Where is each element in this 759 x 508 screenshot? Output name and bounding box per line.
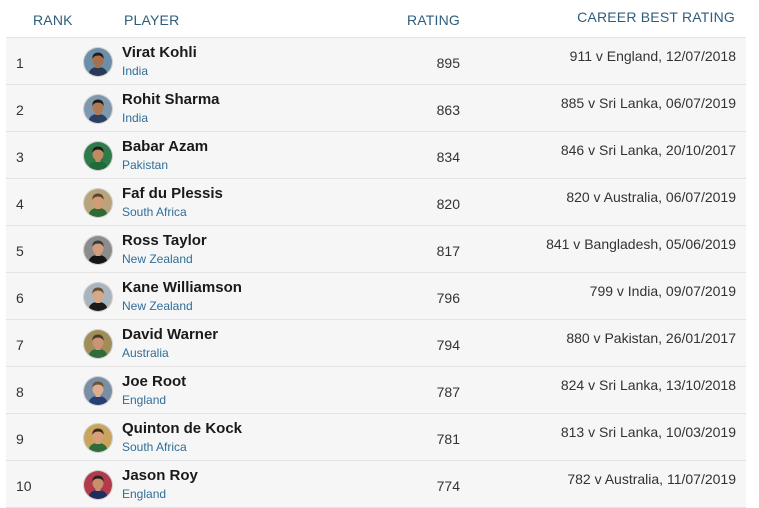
table-header: RANK PLAYER RATING CAREER BEST RATING — [0, 0, 759, 37]
career-best-rating: 846 v Sri Lanka, 20/10/2017 — [560, 142, 736, 158]
player-avatar[interactable] — [83, 329, 113, 359]
table-row[interactable]: 1 Virat Kohli India 895 911 v England, 12/07… — [6, 37, 746, 84]
table-row[interactable]: 7 David Warner Australia 794 880 v Pakistan,… — [6, 319, 746, 366]
player-rating: 895 — [436, 55, 460, 71]
rank-number: 1 — [16, 55, 24, 71]
player-rating: 817 — [436, 243, 460, 259]
player-name[interactable]: Quinton de Kock — [122, 420, 242, 437]
player-country[interactable]: New Zealand — [122, 252, 193, 266]
rank-number: 8 — [16, 384, 24, 400]
header-rank[interactable]: RANK — [33, 12, 73, 28]
table-row[interactable]: 10 Jason Roy England 774 782 v Australia, 11… — [6, 460, 746, 508]
rank-number: 10 — [16, 478, 32, 494]
player-avatar[interactable] — [83, 470, 113, 500]
player-avatar[interactable] — [83, 235, 113, 265]
player-rating: 781 — [436, 431, 460, 447]
player-avatar[interactable] — [83, 376, 113, 406]
career-best-rating: 841 v Bangladesh, 05/06/2019 — [546, 236, 736, 252]
rank-number: 7 — [16, 337, 24, 353]
player-name[interactable]: Virat Kohli — [122, 44, 197, 61]
player-name[interactable]: Joe Root — [122, 373, 187, 390]
player-name[interactable]: Jason Roy — [122, 467, 198, 484]
career-best-rating: 911 v England, 12/07/2018 — [569, 48, 736, 64]
player-rating: 796 — [436, 290, 460, 306]
rank-number: 4 — [16, 196, 24, 212]
player-name[interactable]: Rohit Sharma — [122, 91, 220, 108]
player-country[interactable]: Pakistan — [122, 158, 169, 172]
player-rating: 863 — [436, 102, 460, 118]
player-name[interactable]: Babar Azam — [122, 138, 209, 155]
rank-number: 3 — [16, 149, 24, 165]
player-country[interactable]: England — [122, 487, 167, 501]
table-row[interactable]: 3 Babar Azam Pakistan 834 846 v Sri Lanka, 2… — [6, 131, 746, 178]
career-best-rating: 880 v Pakistan, 26/01/2017 — [566, 330, 736, 346]
player-name[interactable]: David Warner — [122, 326, 219, 343]
player-avatar[interactable] — [83, 141, 113, 171]
player-avatar[interactable] — [83, 94, 113, 124]
career-best-rating: 885 v Sri Lanka, 06/07/2019 — [560, 95, 736, 111]
career-best-rating: 799 v India, 09/07/2019 — [589, 283, 736, 299]
header-rating[interactable]: RATING — [406, 12, 460, 28]
header-career-best-rating[interactable]: CAREER BEST RATING — [577, 9, 735, 25]
player-avatar[interactable] — [83, 188, 113, 218]
table-row[interactable]: 6 Kane Williamson New Zealand 796 799 v Indi… — [6, 272, 746, 319]
player-rating: 834 — [436, 149, 460, 165]
career-best-rating: 820 v Australia, 06/07/2019 — [566, 189, 736, 205]
player-country[interactable]: New Zealand — [122, 299, 193, 313]
player-rating: 774 — [436, 478, 460, 494]
player-rating: 820 — [436, 196, 460, 212]
player-country[interactable]: South Africa — [122, 205, 187, 219]
career-best-rating: 824 v Sri Lanka, 13/10/2018 — [560, 377, 736, 393]
header-player[interactable]: PLAYER — [124, 12, 180, 28]
rank-number: 6 — [16, 290, 24, 306]
player-avatar[interactable] — [83, 282, 113, 312]
career-best-rating: 782 v Australia, 11/07/2019 — [567, 471, 736, 487]
player-rating: 794 — [436, 337, 460, 353]
player-name[interactable]: Faf du Plessis — [122, 185, 223, 202]
player-country[interactable]: India — [122, 111, 149, 125]
player-country[interactable]: South Africa — [122, 440, 187, 454]
table-row[interactable]: 8 Joe Root England 787 824 v Sri Lanka, 13/1… — [6, 366, 746, 413]
table-body: 1 Virat Kohli India 895 911 v England, 12/07… — [6, 37, 746, 508]
career-best-rating: 813 v Sri Lanka, 10/03/2019 — [560, 424, 736, 440]
player-avatar[interactable] — [83, 47, 113, 77]
rank-number: 2 — [16, 102, 24, 118]
player-country[interactable]: England — [122, 393, 167, 407]
player-name[interactable]: Ross Taylor — [122, 232, 207, 249]
table-row[interactable]: 4 Faf du Plessis South Africa 820 820 v Aust… — [6, 178, 746, 225]
player-avatar[interactable] — [83, 423, 113, 453]
table-row[interactable]: 5 Ross Taylor New Zealand 817 841 v Banglade… — [6, 225, 746, 272]
table-row[interactable]: 2 Rohit Sharma India 863 885 v Sri Lanka, 06… — [6, 84, 746, 131]
player-country[interactable]: Australia — [122, 346, 169, 360]
player-name[interactable]: Kane Williamson — [122, 279, 242, 296]
rank-number: 5 — [16, 243, 24, 259]
rank-number: 9 — [16, 431, 24, 447]
player-country[interactable]: India — [122, 64, 149, 78]
player-rating: 787 — [436, 384, 460, 400]
table-row[interactable]: 9 Quinton de Kock South Africa 781 813 v Sri… — [6, 413, 746, 460]
